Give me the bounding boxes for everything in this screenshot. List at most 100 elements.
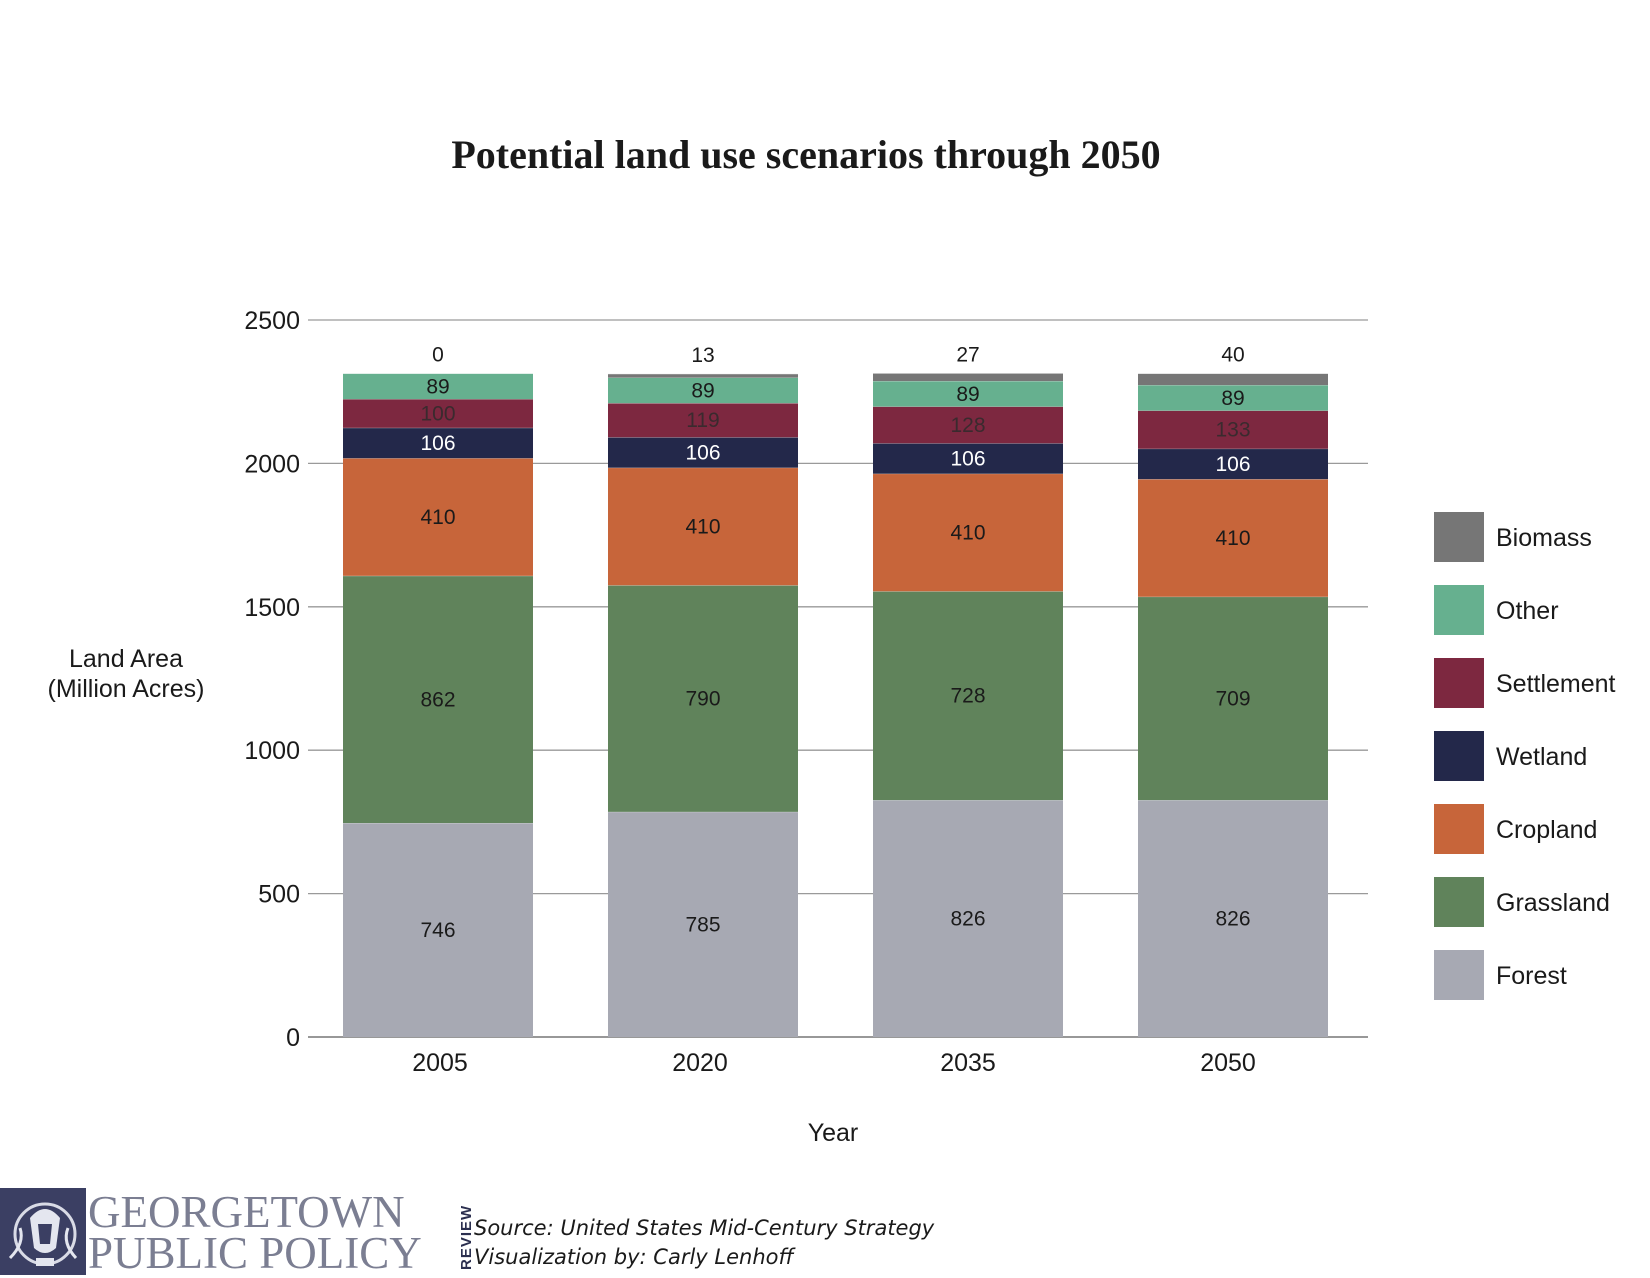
bar-segment-other <box>873 381 1063 407</box>
data-label-cropland: 410 <box>685 515 720 538</box>
bar-segment-grassland <box>873 591 1063 801</box>
footer: GEORGETOWN PUBLIC POLICY REVIEW Source: … <box>0 1187 940 1278</box>
bar-segment-wetland <box>608 437 798 468</box>
x-tick-labels: 2005 2020 2035 2050 <box>412 1049 1256 1077</box>
data-label-other: 89 <box>956 383 979 406</box>
y-tick-label: 2500 <box>244 307 300 335</box>
data-label-settlement: 133 <box>1215 419 1250 442</box>
data-label-other: 89 <box>1221 387 1244 410</box>
bar-segment-settlement <box>343 399 533 428</box>
legend-label-wetland: Wetland <box>1496 743 1587 771</box>
bar-segment-forest <box>608 811 798 1037</box>
data-label-forest: 746 <box>420 919 455 942</box>
bar-stack-2005: 746 862 410 106 100 89 0 <box>343 344 533 1037</box>
data-label-other: 89 <box>426 375 449 398</box>
bar-segment-cropland <box>1138 479 1328 597</box>
legend-swatch-biomass <box>1434 512 1484 562</box>
x-axis-title: Year <box>808 1119 859 1147</box>
legend-item-forest: Forest <box>1434 950 1567 1000</box>
legend-swatch-other <box>1434 585 1484 635</box>
data-label-forest: 826 <box>1215 908 1250 931</box>
y-tick-label: 2000 <box>244 450 300 478</box>
bar-segment-grassland <box>1138 596 1328 801</box>
y-axis-title-line2: (Million Acres) <box>48 675 205 703</box>
data-label-cropland: 410 <box>420 506 455 529</box>
legend-swatch-wetland <box>1434 731 1484 781</box>
data-label-other: 89 <box>691 379 714 402</box>
logo-review-text: REVIEW <box>458 1205 475 1270</box>
legend-item-wetland: Wetland <box>1434 731 1587 781</box>
data-label-forest: 826 <box>950 908 985 931</box>
bar-segment-settlement <box>873 406 1063 444</box>
bar-segment-grassland <box>343 575 533 824</box>
data-label-wetland: 106 <box>685 442 720 465</box>
bar-segment-settlement <box>1138 410 1328 449</box>
x-tick-label-2020: 2020 <box>672 1049 728 1077</box>
legend-label-forest: Forest <box>1496 962 1567 990</box>
visualization-credit: Visualization by: Carly Lenhoff <box>474 1245 794 1269</box>
bar-segment-wetland <box>1138 448 1328 480</box>
bar-segment-cropland <box>343 458 533 576</box>
y-tick-label: 1000 <box>244 737 300 765</box>
y-tick-label: 500 <box>258 881 300 909</box>
bar-segment-forest <box>873 800 1063 1037</box>
bar-segment-biomass <box>1138 373 1328 386</box>
bar-segment-biomass <box>608 373 798 378</box>
data-label-biomass: 40 <box>1221 344 1244 367</box>
x-tick-label-2005: 2005 <box>412 1049 468 1077</box>
y-axis-title-line1: Land Area <box>69 645 183 673</box>
data-label-grassland: 862 <box>420 688 455 711</box>
bar-stack-2020: 785 790 410 106 119 89 13 <box>608 344 798 1037</box>
legend-swatch-settlement <box>1434 658 1484 708</box>
legend-swatch-cropland <box>1434 804 1484 854</box>
bar-segment-forest <box>1138 800 1328 1037</box>
bars: 746 862 410 106 100 89 0 785 790 410 106 119 89 13 826… <box>343 343 1328 1037</box>
legend: Biomass Other Settlement Wetland Cropland Gra… <box>1434 512 1616 1000</box>
data-label-biomass: 0 <box>432 344 444 367</box>
bar-segment-other <box>1138 385 1328 411</box>
data-label-wetland: 106 <box>950 448 985 471</box>
credits: Source: United States Mid-Century Strate… <box>474 1214 934 1272</box>
logo-text-line1: GEORGETOWN <box>88 1187 405 1237</box>
legend-swatch-forest <box>1434 950 1484 1000</box>
bar-segment-forest <box>343 823 533 1037</box>
chart-title: Potential land use scenarios through 205… <box>451 132 1160 177</box>
legend-label-grassland: Grassland <box>1496 889 1610 917</box>
data-label-settlement: 119 <box>686 409 719 432</box>
bar-stack-2050: 826 709 410 106 133 89 40 <box>1138 344 1328 1037</box>
bar-segment-other <box>343 373 533 400</box>
legend-label-settlement: Settlement <box>1496 670 1616 698</box>
bar-stack-2035: 826 728 410 106 128 89 27 <box>873 343 1063 1037</box>
data-label-wetland: 106 <box>420 432 455 455</box>
data-label-settlement: 100 <box>420 402 455 425</box>
data-label-cropland: 410 <box>1215 527 1250 550</box>
legend-swatch-grassland <box>1434 877 1484 927</box>
x-tick-label-2050: 2050 <box>1200 1049 1256 1077</box>
data-label-grassland: 790 <box>685 688 720 711</box>
legend-item-other: Other <box>1434 585 1559 635</box>
bar-segment-wetland <box>873 443 1063 474</box>
data-label-forest: 785 <box>685 913 720 936</box>
legend-item-settlement: Settlement <box>1434 658 1616 708</box>
y-tick-labels: 0 500 1000 1500 2000 2500 <box>244 307 300 1052</box>
data-label-settlement: 128 <box>950 414 985 437</box>
data-label-grassland: 728 <box>950 685 985 708</box>
logo-text-line2: PUBLIC POLICY <box>88 1228 422 1278</box>
chart: Potential land use scenarios through 205… <box>48 132 1616 1147</box>
x-tick-label-2035: 2035 <box>940 1049 996 1077</box>
bar-segment-other <box>608 377 798 404</box>
source-text: Source: United States Mid-Century Strate… <box>474 1216 935 1240</box>
bar-segment-settlement <box>608 403 798 438</box>
seal-logo-icon <box>0 1188 86 1275</box>
data-label-biomass: 27 <box>956 343 979 366</box>
bar-segment-cropland <box>873 473 1063 592</box>
bar-segment-biomass <box>873 373 1063 382</box>
data-label-cropland: 410 <box>950 522 985 545</box>
data-label-grassland: 709 <box>1215 687 1250 710</box>
legend-item-biomass: Biomass <box>1434 512 1592 562</box>
data-label-biomass: 13 <box>691 344 714 367</box>
bar-segment-wetland <box>343 427 533 459</box>
y-tick-label: 1500 <box>244 594 300 622</box>
y-tick-label: 0 <box>286 1024 300 1052</box>
data-label-wetland: 106 <box>1215 453 1250 476</box>
